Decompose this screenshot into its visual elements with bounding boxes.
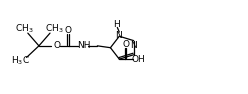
Text: NH: NH [77, 41, 91, 50]
Text: N: N [115, 31, 122, 40]
Text: CH$_3$: CH$_3$ [15, 23, 33, 35]
Text: O: O [53, 41, 60, 50]
Text: O: O [64, 26, 71, 35]
Text: H$_3$C: H$_3$C [11, 55, 30, 67]
Text: H: H [113, 20, 120, 29]
Text: OH: OH [131, 55, 145, 64]
Text: N: N [130, 41, 137, 50]
Text: O: O [122, 40, 129, 49]
Text: CH$_3$: CH$_3$ [45, 23, 63, 35]
